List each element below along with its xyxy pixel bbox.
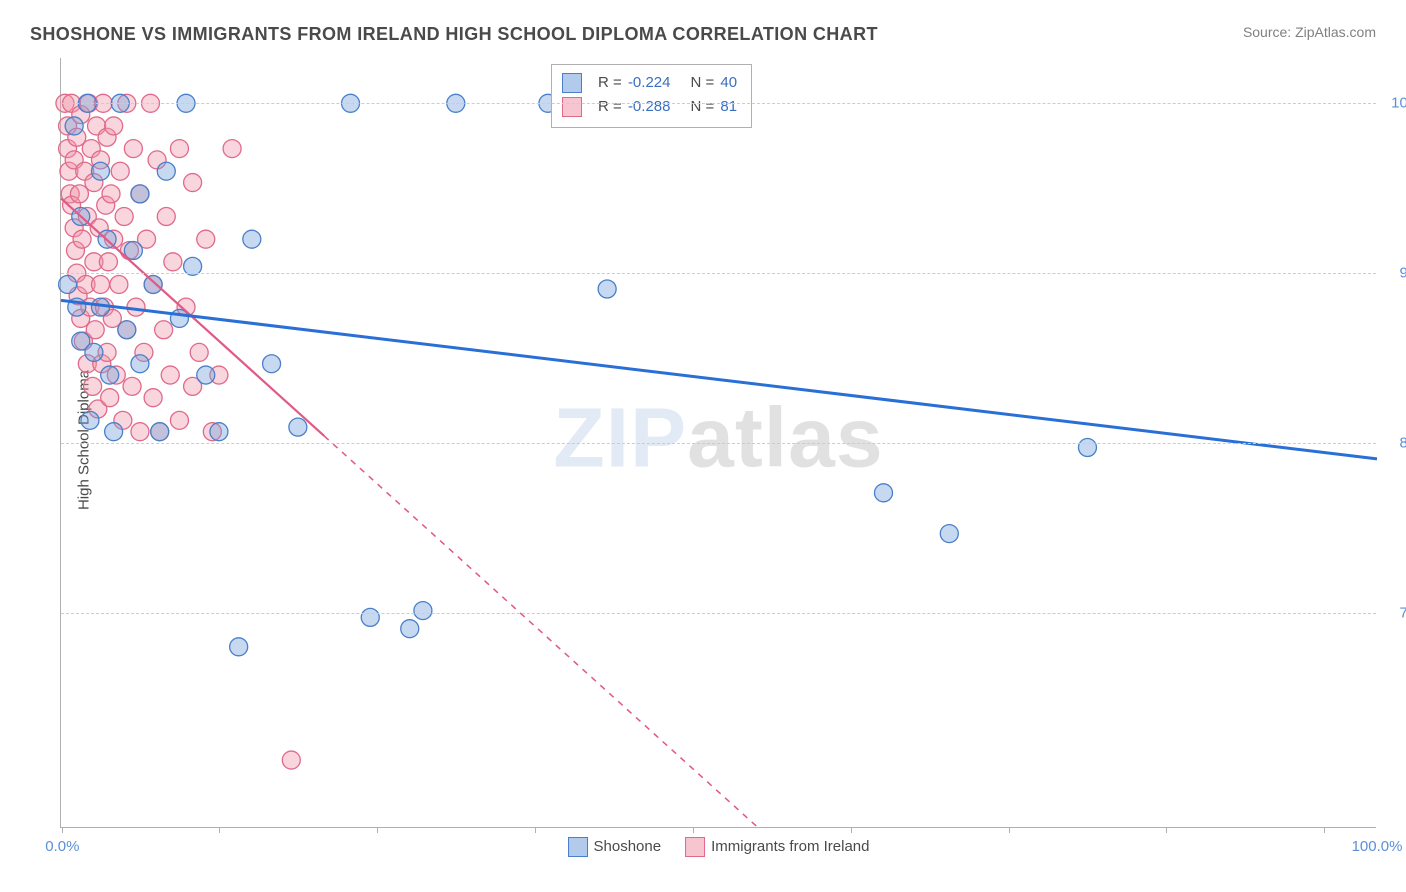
scatter-point-blue	[875, 484, 893, 502]
n-value-blue: 40	[720, 74, 737, 91]
scatter-point-blue	[289, 418, 307, 436]
swatch-pink-icon	[562, 97, 582, 117]
scatter-point-blue	[361, 608, 379, 626]
plot-area: ZIPatlas R = -0.224 N = 40 R = -0.288 N …	[60, 58, 1376, 828]
y-tick-label: 77.5%	[1382, 604, 1406, 621]
gridline	[61, 613, 1376, 614]
scatter-point-pink	[102, 185, 120, 203]
scatter-point-pink	[111, 162, 129, 180]
scatter-point-pink	[197, 230, 215, 248]
scatter-point-blue	[210, 423, 228, 441]
scatter-point-pink	[91, 275, 109, 293]
x-tick	[1166, 827, 1167, 833]
scatter-point-pink	[157, 208, 175, 226]
scatter-point-blue	[598, 280, 616, 298]
x-tick	[1009, 827, 1010, 833]
chart-title: SHOSHONE VS IMMIGRANTS FROM IRELAND HIGH…	[30, 24, 878, 45]
scatter-point-blue	[59, 275, 77, 293]
scatter-point-pink	[115, 208, 133, 226]
scatter-point-blue	[81, 411, 99, 429]
scatter-point-pink	[105, 117, 123, 135]
scatter-point-blue	[157, 162, 175, 180]
stats-row-blue: R = -0.224 N = 40	[562, 71, 737, 95]
chart-container: SHOSHONE VS IMMIGRANTS FROM IRELAND HIGH…	[0, 0, 1406, 892]
legend-swatch-blue-icon	[568, 837, 588, 857]
scatter-point-blue	[197, 366, 215, 384]
scatter-point-pink	[84, 377, 102, 395]
x-axis-label: 0.0%	[45, 838, 79, 855]
trend-line	[61, 300, 1377, 459]
r-value-pink: -0.288	[628, 98, 671, 115]
scatter-point-blue	[91, 162, 109, 180]
gridline	[61, 443, 1376, 444]
scatter-point-blue	[1078, 439, 1096, 457]
scatter-point-blue	[151, 423, 169, 441]
y-tick-label: 85.0%	[1382, 435, 1406, 452]
scatter-point-pink	[190, 343, 208, 361]
x-tick	[377, 827, 378, 833]
scatter-point-blue	[131, 185, 149, 203]
n-label: N =	[690, 74, 714, 91]
scatter-point-blue	[230, 638, 248, 656]
gridline	[61, 103, 1376, 104]
scatter-point-pink	[110, 275, 128, 293]
x-tick	[62, 827, 63, 833]
scatter-point-blue	[414, 602, 432, 620]
stats-row-pink: R = -0.288 N = 81	[562, 95, 737, 119]
r-label2: R =	[598, 98, 622, 115]
scatter-point-pink	[99, 253, 117, 271]
scatter-point-pink	[73, 230, 91, 248]
legend-label-blue: Shoshone	[594, 838, 662, 855]
scatter-point-blue	[940, 525, 958, 543]
bottom-legend: Shoshone Immigrants from Ireland	[568, 837, 870, 857]
r-label: R =	[598, 74, 622, 91]
scatter-point-blue	[101, 366, 119, 384]
scatter-point-pink	[184, 174, 202, 192]
scatter-point-blue	[401, 620, 419, 638]
scatter-point-pink	[161, 366, 179, 384]
x-tick	[535, 827, 536, 833]
x-tick	[851, 827, 852, 833]
y-tick-label: 92.5%	[1382, 265, 1406, 282]
y-tick-label: 100.0%	[1382, 95, 1406, 112]
stats-legend-box: R = -0.224 N = 40 R = -0.288 N = 81	[551, 64, 752, 128]
scatter-point-blue	[263, 355, 281, 373]
scatter-point-blue	[144, 275, 162, 293]
scatter-point-pink	[124, 140, 142, 158]
scatter-point-pink	[144, 389, 162, 407]
legend-item-pink: Immigrants from Ireland	[685, 837, 869, 857]
legend-label-pink: Immigrants from Ireland	[711, 838, 869, 855]
x-tick	[219, 827, 220, 833]
scatter-point-blue	[105, 423, 123, 441]
scatter-point-blue	[243, 230, 261, 248]
scatter-point-pink	[155, 321, 173, 339]
legend-item-blue: Shoshone	[568, 837, 662, 857]
x-tick	[693, 827, 694, 833]
scatter-point-pink	[164, 253, 182, 271]
n-label2: N =	[690, 98, 714, 115]
r-value-blue: -0.224	[628, 74, 671, 91]
scatter-point-blue	[65, 117, 83, 135]
swatch-blue-icon	[562, 73, 582, 93]
scatter-point-blue	[85, 343, 103, 361]
scatter-point-pink	[123, 377, 141, 395]
trend-line	[324, 436, 758, 828]
x-axis-label: 100.0%	[1352, 838, 1403, 855]
gridline	[61, 273, 1376, 274]
scatter-point-pink	[131, 423, 149, 441]
scatter-point-pink	[101, 389, 119, 407]
scatter-point-pink	[223, 140, 241, 158]
source-label: Source: ZipAtlas.com	[1243, 24, 1376, 40]
scatter-point-blue	[131, 355, 149, 373]
scatter-point-pink	[170, 411, 188, 429]
scatter-point-pink	[170, 140, 188, 158]
scatter-point-pink	[282, 751, 300, 769]
legend-swatch-pink-icon	[685, 837, 705, 857]
scatter-point-blue	[118, 321, 136, 339]
n-value-pink: 81	[720, 98, 737, 115]
x-tick	[1324, 827, 1325, 833]
